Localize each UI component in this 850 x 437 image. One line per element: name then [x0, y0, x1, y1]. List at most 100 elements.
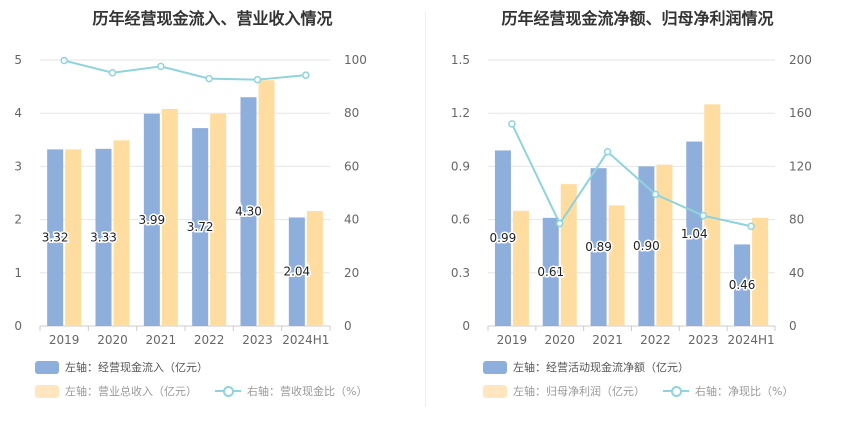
y-left-tick-label: 1.2: [451, 106, 470, 120]
y-left-tick-label: 5: [14, 53, 22, 67]
y-right-tick-label: 120: [789, 159, 812, 173]
x-tick-label: 2019: [497, 333, 528, 347]
x-tick-label: 2024H1: [727, 333, 774, 347]
legend-swatch: [35, 384, 59, 398]
y-right-tick-label: 40: [789, 266, 804, 280]
data-label: 4.30: [235, 205, 262, 219]
left-chart-svg: 0 0 1 20 2 40 3 60 4 80 5 100 2019 2020 2021 2022 2023 20…: [14, 53, 367, 347]
y-left-tick-label: 0.9: [451, 159, 470, 173]
bar-1: [542, 217, 559, 326]
legend-label: 左轴：经营现金流入（亿元）: [65, 361, 208, 374]
line-point-5: [747, 222, 755, 230]
x-tick-label: 2021: [592, 333, 623, 347]
x-tick-label: 2023: [242, 333, 273, 347]
y-right-tick-label: 160: [789, 106, 812, 120]
legend-line-swatch: [663, 384, 689, 398]
bar-4: [240, 97, 257, 327]
line-point-0: [508, 120, 516, 128]
bar-secondary-5: [306, 211, 323, 326]
y-left-tick-label: 1.5: [451, 53, 470, 67]
chart-title: 历年经营现金流入、营业收入情况: [92, 9, 333, 28]
y-right-tick-label: 40: [344, 213, 359, 227]
line-point-3: [205, 74, 213, 83]
line-point-5: [302, 71, 310, 79]
right-chart-svg: 0 0 0.3 40 0.6 80 0.9 120 1.2 160 1.5 200 2019 2020 20…: [451, 53, 812, 347]
legend-line-swatch: [215, 384, 241, 398]
legend-label: 右轴：营收现金比（%）: [247, 385, 368, 398]
bar-secondary-2: [608, 205, 625, 326]
data-label: 3.99: [138, 213, 165, 227]
legend-label: 右轴：净现比（%）: [695, 385, 794, 398]
legend-swatch: [35, 360, 59, 374]
data-label: 3.32: [42, 231, 69, 245]
y-right-tick-label: 80: [789, 213, 804, 227]
data-label: 0.90: [633, 239, 660, 253]
legend-item-cash-inflow[interactable]: 左轴：经营现金流入（亿元）: [35, 359, 208, 375]
panel-divider: [425, 12, 426, 407]
line-series: [511, 123, 752, 228]
legend-row-2: 左轴：营业总收入（亿元） 右轴：营收现金比（%）: [35, 383, 367, 399]
legend-item-ratio[interactable]: 右轴：营收现金比（%）: [215, 383, 367, 399]
y-right-tick-label: 0: [789, 319, 797, 333]
legend-item-net-cash[interactable]: 左轴：经营活动现金流净额（亿元）: [483, 359, 689, 375]
x-tick-label: 2020: [544, 333, 575, 347]
legend-item-cash-ratio[interactable]: 右轴：净现比（%）: [663, 383, 793, 399]
bar-secondary-5: [752, 217, 769, 326]
x-tick-label: 2022: [640, 333, 671, 347]
y-right-tick-label: 20: [344, 266, 359, 280]
data-label: 1.04: [681, 227, 708, 241]
legend-item-revenue[interactable]: 左轴：营业总收入（亿元）: [35, 383, 197, 399]
y-right-tick-label: 80: [344, 106, 359, 120]
x-tick-label: 2020: [97, 333, 128, 347]
chart-title: 历年经营现金流净额、归母净利润情况: [501, 9, 774, 28]
bar-3: [638, 166, 655, 326]
data-label: 0.99: [490, 231, 517, 245]
data-label: 0.89: [585, 240, 612, 254]
legend-label: 左轴：归母净利润（亿元）: [513, 385, 645, 398]
y-right-tick-label: 60: [344, 159, 359, 173]
bar-secondary-4: [258, 80, 275, 326]
y-left-tick-label: 4: [14, 106, 22, 120]
bar-2: [143, 113, 160, 327]
bar-0: [494, 150, 511, 326]
line-point-4: [699, 211, 707, 220]
x-tick-label: 2021: [146, 333, 177, 347]
x-tick-label: 2023: [688, 333, 719, 347]
legend-label: 左轴：营业总收入（亿元）: [65, 385, 197, 398]
legend-label: 左轴：经营活动现金流净额（亿元）: [513, 361, 689, 374]
y-left-tick-label: 3: [14, 159, 22, 173]
line-point-3: [651, 190, 660, 199]
y-left-tick-label: 0: [14, 319, 22, 333]
bar-secondary-2: [161, 108, 178, 326]
y-left-tick-label: 0.3: [451, 266, 470, 280]
legend-swatch: [483, 384, 507, 398]
x-tick-label: 2022: [194, 333, 225, 347]
y-left-tick-label: 0: [462, 319, 470, 333]
line-point-2: [603, 148, 612, 156]
line-point-0: [60, 56, 68, 65]
y-right-tick-label: 200: [789, 53, 812, 67]
y-right-tick-label: 100: [344, 53, 367, 67]
bar-secondary-4: [704, 104, 721, 326]
y-right-tick-label: 0: [344, 319, 352, 333]
left-chart-panel: 历年经营现金流入、营业收入情况 0 0 1 20 2 40 3 60 4 80 5 100 2019 20…: [14, 9, 367, 399]
bar-secondary-0: [512, 210, 529, 326]
bar-secondary-1: [560, 184, 577, 326]
right-chart-panel: 历年经营现金流净额、归母净利润情况 0 0 0.3 40 0.6 80 0.9 120 1.2 1…: [425, 0, 850, 437]
y-left-tick-label: 2: [14, 213, 22, 227]
bar-1: [95, 148, 112, 326]
legend-swatch: [483, 360, 507, 374]
data-label: 0.61: [537, 265, 564, 279]
data-label: 3.33: [90, 230, 117, 244]
bar-secondary-3: [656, 164, 673, 326]
bar-secondary-3: [210, 113, 227, 327]
bar-4: [686, 141, 703, 326]
y-left-tick-label: 0.6: [451, 213, 470, 227]
legend-row-2: 左轴：归母净利润（亿元） 右轴：净现比（%）: [483, 383, 793, 399]
x-tick-label: 2019: [49, 333, 80, 347]
data-label: 3.72: [187, 220, 214, 234]
legend-item-net-profit[interactable]: 左轴：归母净利润（亿元）: [483, 383, 645, 399]
data-label: 0.46: [729, 278, 756, 292]
x-tick-label: 2024H1: [282, 333, 329, 347]
bar-5: [734, 244, 751, 326]
